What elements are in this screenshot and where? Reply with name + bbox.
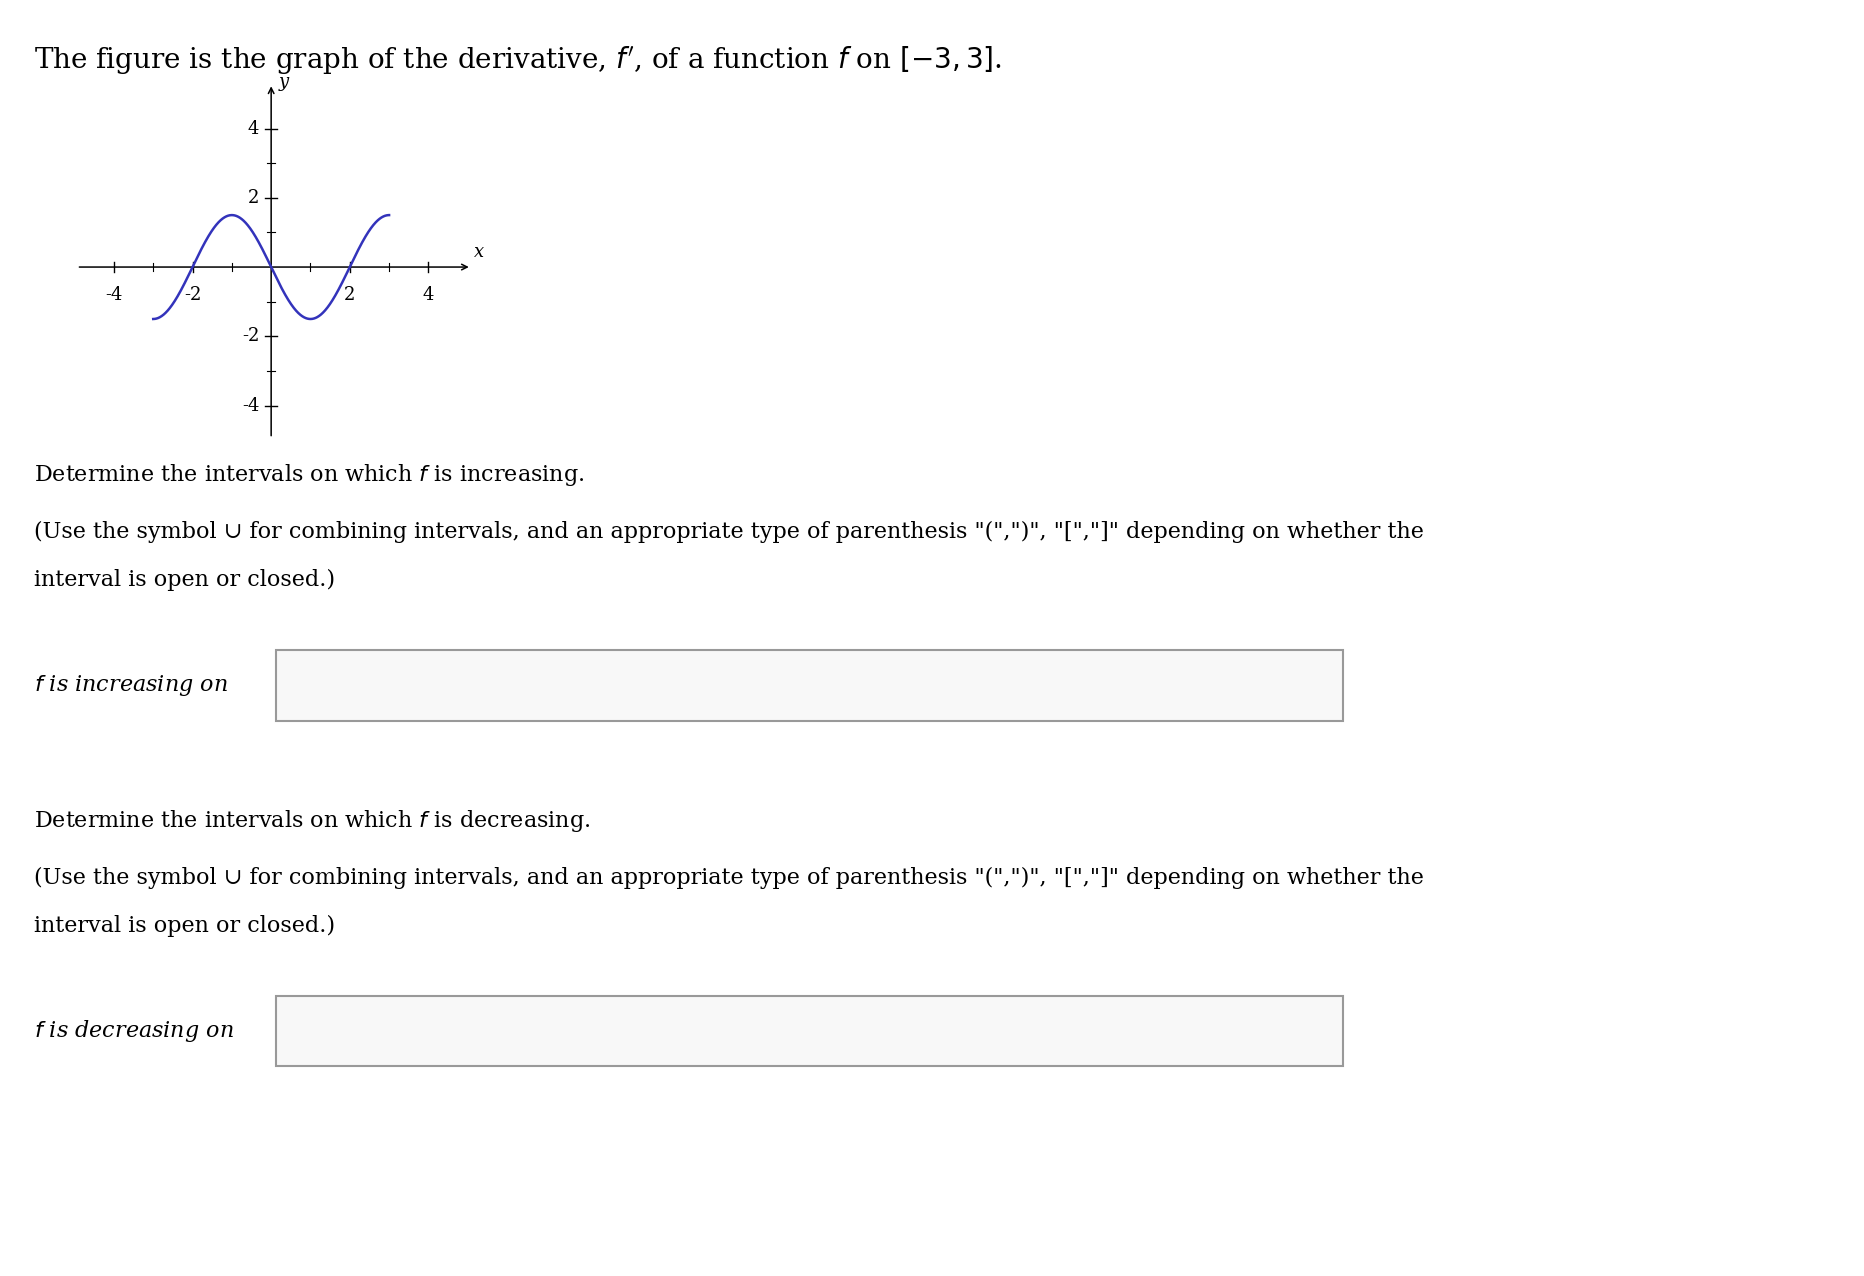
- Text: -4: -4: [242, 397, 259, 415]
- Text: 2: 2: [248, 189, 259, 207]
- Text: -2: -2: [185, 286, 201, 304]
- Text: $f$ is increasing on: $f$ is increasing on: [34, 672, 227, 698]
- Text: x: x: [473, 242, 483, 260]
- Text: -2: -2: [242, 328, 259, 346]
- Text: $f$ is decreasing on: $f$ is decreasing on: [34, 1018, 233, 1044]
- Text: interval is open or closed.): interval is open or closed.): [34, 569, 334, 591]
- Text: The figure is the graph of the derivative, $f'$, of a function $f$ on $[-3, 3]$.: The figure is the graph of the derivativ…: [34, 45, 1001, 77]
- Text: 4: 4: [423, 286, 434, 304]
- Text: (Use the symbol ∪ for combining intervals, and an appropriate type of parenthesi: (Use the symbol ∪ for combining interval…: [34, 521, 1422, 542]
- Text: y: y: [278, 73, 289, 91]
- Text: Determine the intervals on which $f$ is decreasing.: Determine the intervals on which $f$ is …: [34, 808, 589, 833]
- Text: -4: -4: [104, 286, 123, 304]
- Text: interval is open or closed.): interval is open or closed.): [34, 915, 334, 937]
- Text: 2: 2: [343, 286, 356, 304]
- Text: (Use the symbol ∪ for combining intervals, and an appropriate type of parenthesi: (Use the symbol ∪ for combining interval…: [34, 866, 1422, 888]
- Text: 4: 4: [248, 120, 259, 138]
- Text: Determine the intervals on which $f$ is increasing.: Determine the intervals on which $f$ is …: [34, 462, 583, 487]
